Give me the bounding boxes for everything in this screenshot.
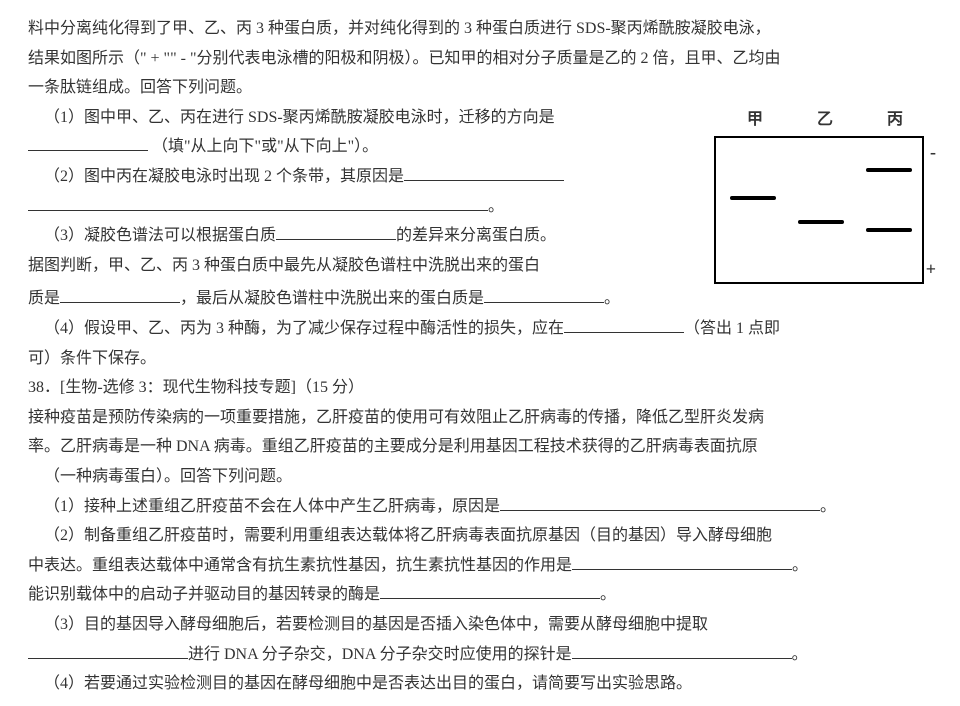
q2-blank-1 (404, 163, 564, 181)
q3-blank-3 (484, 286, 604, 304)
q4-text-a: （4）假设甲、乙、丙为 3 种酶，为了减少保存过程中酶活性的损失，应在 (44, 320, 564, 337)
q38-p1: 接种疫苗是预防传染病的一项重要措施，乙肝疫苗的使用可有效阻止乙肝病毒的传播，降低… (28, 403, 936, 433)
q38-num: 38．[生物-选修 3：现代生物科技专题]（15 分） (28, 373, 936, 403)
q3-blank-1 (276, 223, 396, 241)
q38-4-a: （4）若要通过实验检测目的基因在酵母细胞中是否表达出目的蛋白，请简要写出实验思路… (28, 669, 936, 699)
q38-2-b: 中表达。重组表达载体中通常含有抗生素抗性基因，抗生素抗性基因的作用是 。 (28, 551, 936, 581)
q3-blank-2 (60, 286, 180, 304)
band-jia (730, 196, 776, 200)
q38-1-blank (500, 493, 820, 511)
q38-1-end: 。 (820, 498, 836, 515)
q3-text-a: （3）凝胶色谱法可以根据蛋白质 (44, 227, 276, 244)
q38-2-text-b: 中表达。重组表达载体中通常含有抗生素抗性基因，抗生素抗性基因的作用是 (28, 557, 572, 574)
band-bing-2 (866, 228, 912, 232)
gel-column-labels: 甲 乙 丙 (714, 105, 936, 137)
band-yi (798, 220, 844, 224)
q3-text-e: ，最后从凝胶色谱柱中洗脱出来的蛋白质是 (180, 290, 484, 307)
intro-line-1: 料中分离纯化得到了甲、乙、丙 3 种蛋白质，并对纯化得到的 3 种蛋白质进行 S… (28, 14, 936, 44)
q38-p3: （一种病毒蛋白）。回答下列问题。 (28, 462, 936, 492)
label-bing: 丙 (887, 105, 903, 135)
q38-3-blank-2 (572, 641, 792, 659)
q38-1-a: （1）接种上述重组乙肝疫苗不会在人体中产生乙肝病毒，原因是 (44, 498, 500, 515)
q2-text-a: （2）图中丙在凝胶电泳时出现 2 个条带，其原因是 (44, 168, 404, 185)
q3-text-f: 。 (604, 290, 620, 307)
q38-2-e: 。 (600, 586, 616, 603)
q1-text-a: （1）图中甲、乙、丙在进行 SDS-聚丙烯酰胺凝胶电泳时，迁移的方向是 (44, 109, 555, 126)
q4-line-c: 可）条件下保存。 (28, 344, 936, 374)
q38-1: （1）接种上述重组乙肝疫苗不会在人体中产生乙肝病毒，原因是 。 (28, 492, 936, 522)
q38-2-blank-2 (380, 582, 600, 600)
q3-line-d: 质是 ，最后从凝胶色谱柱中洗脱出来的蛋白质是 。 (28, 284, 936, 314)
q2-blank-2 (28, 193, 488, 211)
gel-diagram: 甲 乙 丙 - + (714, 105, 936, 285)
q38-3-a: （3）目的基因导入酵母细胞后，若要检测目的基因是否插入染色体中，需要从酵母细胞中… (28, 610, 936, 640)
q38-2-c: 。 (792, 557, 808, 574)
intro-line-3: 一条肽链组成。回答下列问题。 (28, 73, 936, 103)
q4-line-a: （4）假设甲、乙、丙为 3 种酶，为了减少保存过程中酶活性的损失，应在 （答出 1… (28, 314, 936, 344)
q4-blank (564, 315, 684, 333)
q38-3-text-b: 进行 DNA 分子杂交，DNA 分子杂交时应使用的探针是 (188, 646, 572, 663)
q38-2-text-d: 能识别载体中的启动子并驱动目的基因转录的酶是 (28, 586, 380, 603)
q3-text-b: 的差异来分离蛋白质。 (396, 227, 556, 244)
q38-2-d: 能识别载体中的启动子并驱动目的基因转录的酶是 。 (28, 580, 936, 610)
exam-page: 料中分离纯化得到了甲、乙、丙 3 种蛋白质，并对纯化得到的 3 种蛋白质进行 S… (28, 14, 936, 699)
q1-blank (28, 134, 148, 152)
gel-box: - + (714, 136, 924, 284)
q38-2-a: （2）制备重组乙肝疫苗时，需要利用重组表达载体将乙肝病毒表面抗原基因（目的基因）… (28, 521, 936, 551)
q38-2-blank-1 (572, 552, 792, 570)
q4-text-b: （答出 1 点即 (684, 320, 780, 337)
q38-p2: 率。乙肝病毒是一种 DNA 病毒。重组乙肝疫苗的主要成分是利用基因工程技术获得的… (28, 432, 936, 462)
q38-3-c: 。 (792, 646, 808, 663)
label-jia: 甲 (747, 105, 763, 135)
polarity-minus: - (930, 136, 936, 169)
q1-text-b: （填"从上向下"或"从下向上"）。 (152, 138, 378, 155)
q3-text-d: 质是 (28, 290, 60, 307)
label-yi: 乙 (817, 105, 833, 135)
q38-3-b: 进行 DNA 分子杂交，DNA 分子杂交时应使用的探针是 。 (28, 640, 936, 670)
q38-3-blank-1 (28, 641, 188, 659)
band-bing-1 (866, 168, 912, 172)
polarity-plus: + (926, 253, 936, 286)
q2-end: 。 (488, 198, 504, 215)
intro-line-2: 结果如图所示（" + "" - "分别代表电泳槽的阳极和阴极）。已知甲的相对分子… (28, 44, 936, 74)
